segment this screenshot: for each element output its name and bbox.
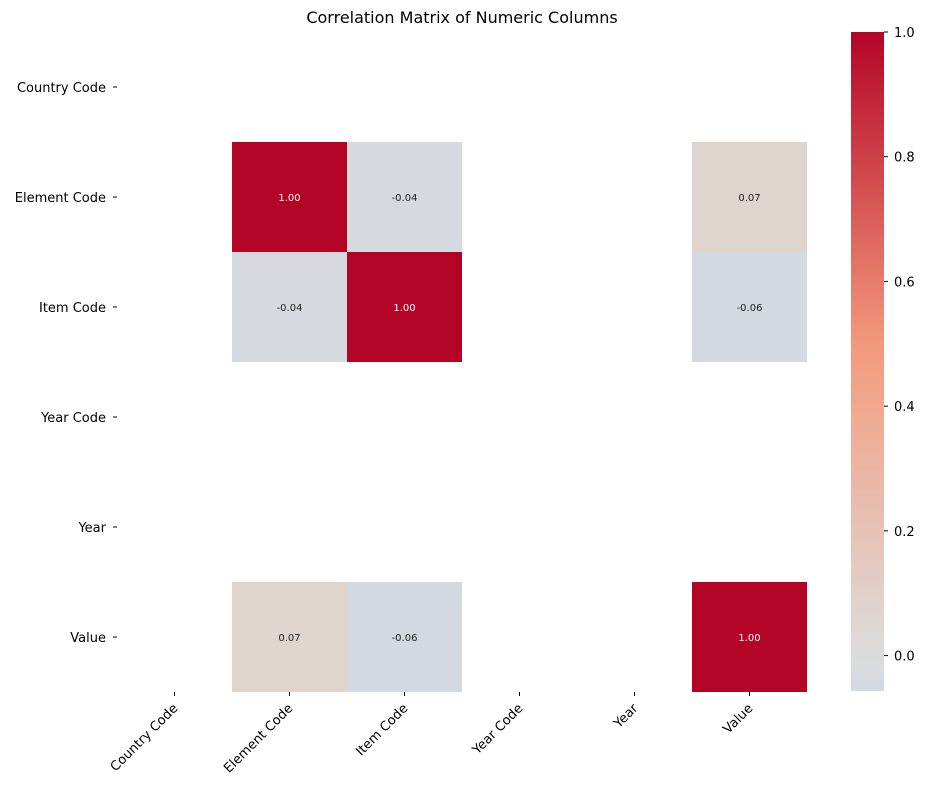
- chart-title: Correlation Matrix of Numeric Columns: [306, 8, 617, 27]
- heatmap-cell: [347, 142, 462, 252]
- colorbar-tick-label: 0.8: [894, 151, 915, 166]
- x-tick-label: Country Code: [108, 701, 182, 775]
- y-tick-label: Item Code: [39, 301, 106, 316]
- colorbar-tick-label: 1.0: [894, 26, 915, 41]
- y-tick-label: Year Code: [40, 411, 106, 426]
- cell-value-label: -0.06: [737, 303, 763, 314]
- cell-value-label: 1.00: [393, 303, 415, 314]
- heatmap-cell: [692, 252, 807, 362]
- cell-value-label: 0.07: [278, 633, 300, 644]
- x-tick-label: Value: [720, 701, 756, 737]
- colorbar-tick-label: 0.0: [894, 650, 915, 665]
- heatmap-cell: [692, 142, 807, 252]
- heatmap-cell: [232, 142, 347, 252]
- cell-value-label: -0.06: [392, 633, 418, 644]
- y-axis-tick-labels: Country Code Element Code Item Code Year Co…: [15, 81, 117, 646]
- cell-value-label: 0.07: [738, 193, 760, 204]
- cell-value-label: -0.04: [392, 193, 418, 204]
- x-tick-label: Year: [611, 701, 642, 732]
- x-axis-tick-labels: Country Code Element Code Item Code Year Co…: [108, 692, 756, 776]
- cell-value-label: -0.04: [277, 303, 303, 314]
- colorbar: 0.0 0.2 0.4 0.6 0.8 1.0: [851, 26, 915, 691]
- y-tick-label: Country Code: [17, 81, 106, 96]
- colorbar-tick-label: 0.4: [894, 400, 915, 415]
- heatmap-cell: [232, 252, 347, 362]
- heatmap-cell: [347, 582, 462, 692]
- heatmap-cells: 1.00 -0.04 0.07 -0.04 1.00 -0.06 0.07 -0.06 1.00: [232, 142, 807, 692]
- colorbar-tick-label: 0.2: [894, 525, 915, 540]
- cell-value-label: 1.00: [738, 633, 760, 644]
- y-tick-label: Element Code: [15, 191, 106, 206]
- x-tick-label: Item Code: [353, 701, 411, 759]
- colorbar-gradient: [851, 32, 884, 691]
- heatmap-cell: [347, 252, 462, 362]
- y-tick-label: Year: [77, 521, 106, 536]
- y-tick-label: Value: [70, 631, 106, 646]
- heatmap-cell: [692, 582, 807, 692]
- heatmap-cell: [232, 582, 347, 692]
- x-tick-label: Year Code: [469, 701, 526, 758]
- cell-value-label: 1.00: [278, 193, 300, 204]
- colorbar-tick-label: 0.6: [894, 275, 915, 290]
- x-tick-label: Element Code: [221, 701, 296, 776]
